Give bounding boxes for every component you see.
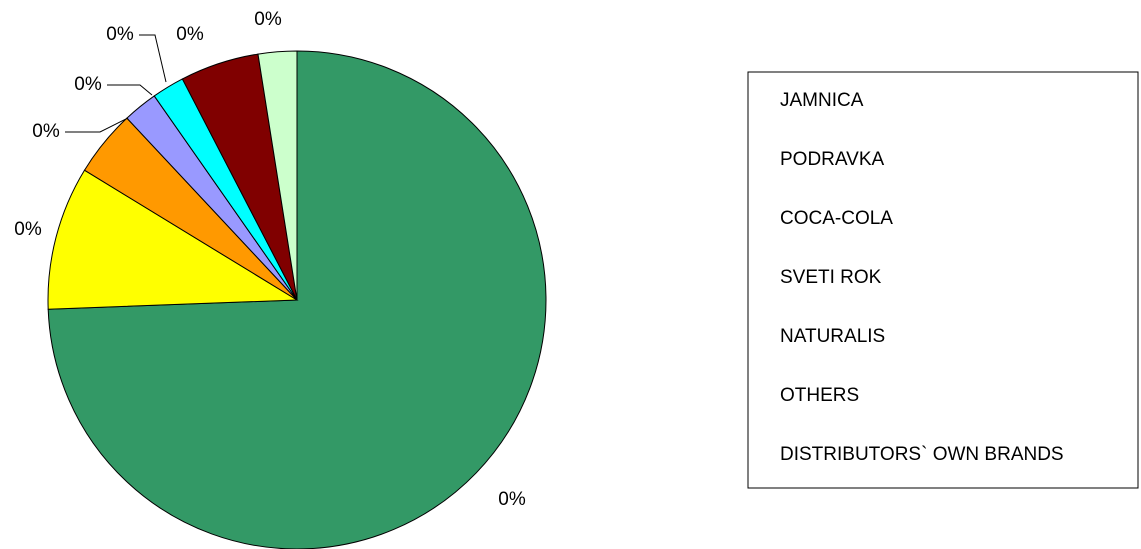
legend-label: SVETI ROK — [780, 267, 882, 288]
legend-label: COCA-COLA — [780, 208, 893, 229]
data-label: 0% — [254, 9, 282, 30]
data-label: 0% — [498, 489, 526, 510]
legend-box — [747, 71, 1139, 489]
pie-slice — [47, 169, 299, 310]
legend-label: OTHERS — [780, 385, 859, 406]
leader-line — [65, 117, 129, 133]
legend-label: NATURALIS — [780, 326, 885, 347]
data-label: 0% — [32, 121, 60, 142]
data-label: 0% — [14, 219, 42, 240]
legend-label: JAMNICA — [780, 90, 864, 111]
pie-slice — [257, 50, 298, 301]
legend-label: DISTRIBUTORS` OWN BRANDS — [780, 444, 1064, 465]
leader-line — [139, 34, 167, 83]
data-label: 0% — [176, 24, 204, 45]
leader-line — [107, 84, 153, 96]
data-label: 0% — [74, 74, 102, 95]
data-label: 0% — [106, 24, 134, 45]
legend-label: PODRAVKA — [780, 149, 885, 170]
